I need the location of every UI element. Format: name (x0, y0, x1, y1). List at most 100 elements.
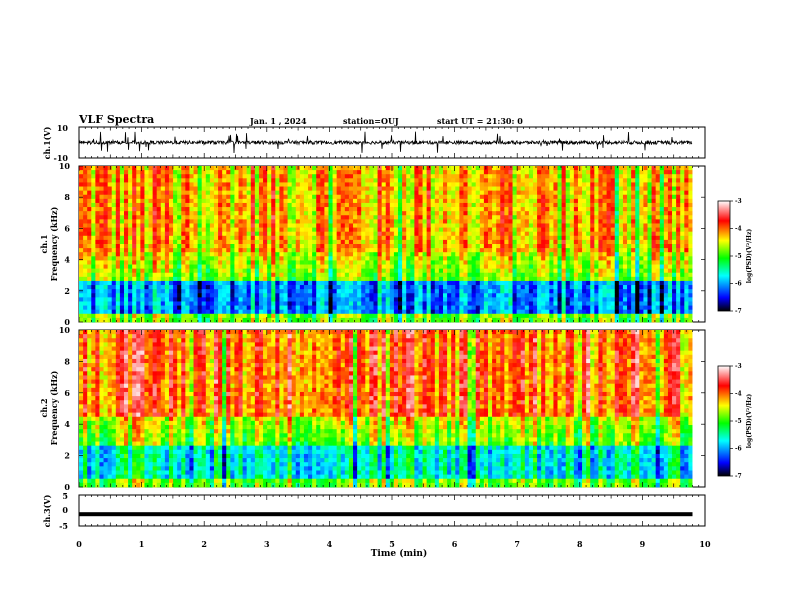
spectrogram-cell (545, 289, 550, 294)
spectrogram-cell (111, 301, 117, 306)
spectrogram-cell (590, 293, 595, 298)
spectrogram-cell (168, 215, 174, 220)
spectrogram-cell (295, 289, 301, 294)
spectrogram-cell (312, 272, 317, 278)
spectrogram-cell (688, 293, 693, 298)
spectrogram-cell (602, 174, 607, 179)
spectrogram-cell (242, 219, 248, 224)
spectrogram-cell (537, 280, 542, 286)
spectrogram-cell (582, 235, 587, 241)
spectrogram-cell (577, 252, 583, 257)
spectrogram-cell (688, 211, 693, 216)
spectrogram-cell (83, 285, 88, 290)
spectrogram-cell (303, 170, 309, 175)
spectrogram-cell (447, 198, 452, 204)
spectrogram-cell (160, 285, 166, 290)
spectrogram-cell (586, 252, 591, 257)
spectrogram-cell (573, 289, 579, 294)
spectrogram-cell (99, 280, 104, 286)
spectrogram-cell (299, 231, 305, 237)
spectrogram-cell (189, 198, 194, 204)
spectrogram-cell (463, 202, 468, 208)
spectrogram-cell (487, 182, 493, 187)
spectrogram-cell (271, 182, 276, 187)
spectrogram-cell (218, 235, 223, 241)
spectrogram-cell (254, 244, 260, 249)
spectrogram-cell (83, 194, 88, 200)
spectrogram-cell (230, 182, 235, 187)
spectrogram-cell (398, 182, 403, 187)
spectrogram-cell (95, 264, 100, 270)
spectrogram-cell (160, 235, 166, 241)
spectrogram-cell (684, 252, 689, 257)
spectrogram-cell (91, 239, 96, 245)
spectrogram-cell (627, 231, 632, 237)
spectrogram-cell (193, 248, 199, 253)
spectrogram-cell (156, 174, 162, 179)
spectrogram-cell (422, 297, 428, 302)
spectrogram-cell (398, 268, 403, 274)
spectrogram-cell (504, 289, 509, 294)
spectrogram-cell (438, 219, 444, 224)
spectrogram-cell (561, 166, 567, 171)
spectrogram-cell (659, 198, 665, 204)
spectrogram-cell (303, 260, 309, 265)
spectrogram-cell (226, 223, 231, 228)
spectrogram-cell (672, 186, 677, 192)
spectrogram-cell (385, 248, 391, 253)
spectrogram-cell (475, 178, 481, 183)
spectrogram-cell (201, 244, 207, 249)
spectrogram-cell (258, 276, 264, 282)
spectrogram-cell (528, 219, 534, 224)
spectrogram-cell (164, 182, 170, 187)
spectrogram-cell (353, 166, 358, 171)
spectrogram-cell (258, 256, 264, 261)
spectrogram-cell (308, 215, 313, 220)
spectrogram-cell (136, 219, 141, 224)
spectrogram-cell (598, 223, 603, 228)
spectrogram-cell (688, 227, 693, 233)
spectrogram-cell (549, 194, 554, 200)
spectrogram-cell (586, 178, 591, 183)
spectrogram-cell (181, 182, 186, 187)
spectrogram-cell (160, 289, 166, 294)
spectrogram-cell (545, 264, 550, 270)
spectrogram-cell (373, 264, 378, 270)
spectrogram-cell (410, 231, 415, 237)
spectrogram-cell (614, 194, 620, 200)
spectrogram-cell (655, 223, 661, 228)
spectrogram-cell (287, 207, 293, 212)
spectrogram-cell (148, 293, 154, 298)
spectrogram-cell (414, 239, 419, 245)
spectrogram-cell (430, 211, 436, 216)
spectrogram-cell (516, 289, 522, 294)
spectrogram-cell (455, 219, 460, 224)
spectrogram-cell (406, 170, 411, 175)
spectrogram-cell (443, 194, 448, 200)
spectrogram-cell (144, 174, 149, 179)
spectrogram-cell (132, 174, 137, 179)
spectrogram-cell (655, 252, 661, 257)
spectrogram-cell (659, 174, 665, 179)
spectrogram-cell (193, 293, 199, 298)
spectrogram-cell (369, 268, 374, 274)
spectrogram-cell (144, 252, 149, 257)
spectrogram-cell (577, 264, 583, 270)
spectrogram-cell (447, 182, 452, 187)
spectrogram-cell (426, 211, 432, 216)
spectrogram-cell (680, 170, 685, 175)
spectrogram-cell (680, 186, 685, 192)
spectrogram-cell (275, 219, 280, 224)
spectrogram-cell (275, 190, 280, 196)
spectrogram-cell (258, 190, 264, 196)
spectrogram-cell (83, 272, 88, 278)
spectrogram-cell (434, 170, 440, 175)
spectrogram-cell (299, 207, 305, 212)
spectrogram-cell (537, 178, 542, 183)
spectrogram-cell (107, 268, 113, 274)
spectrogram-cell (590, 227, 595, 233)
spectrogram-cell (152, 235, 158, 241)
spectrogram-cell (177, 223, 182, 228)
spectrogram-cell (594, 285, 599, 290)
spectrogram-cell (447, 166, 452, 171)
